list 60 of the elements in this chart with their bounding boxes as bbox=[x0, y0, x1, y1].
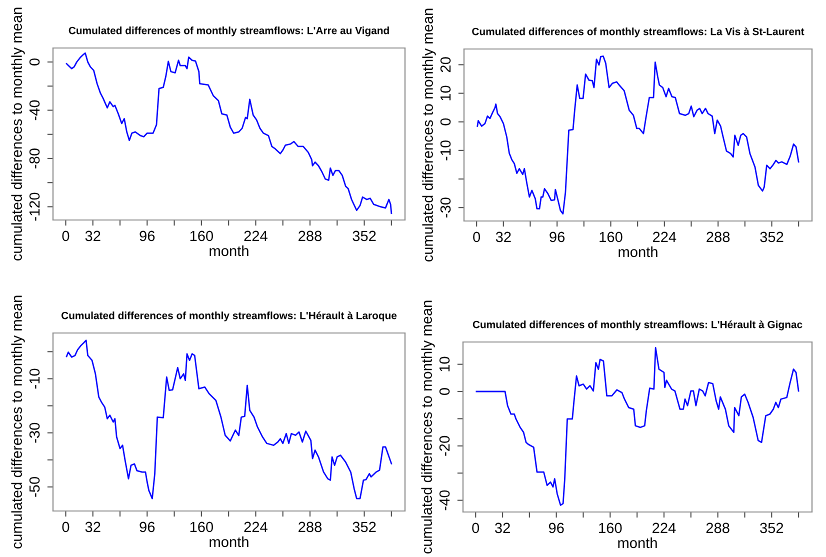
x-tick-label: 32 bbox=[496, 232, 511, 242]
x-tick-label: 352 bbox=[352, 230, 376, 242]
y-tick-label: -20 bbox=[439, 436, 450, 456]
x-tick-label: 224 bbox=[652, 522, 676, 533]
y-axis-title: cumulated differences to monthly mean bbox=[11, 296, 25, 549]
x-tick-label: 224 bbox=[652, 232, 676, 242]
chart-title: Cumulated differences of monthly streamflows: L'Hérault à Laroque bbox=[62, 311, 397, 322]
x-tick-label: 352 bbox=[352, 522, 376, 532]
x-tick-label: 352 bbox=[760, 522, 784, 534]
y-tick-label: -120 bbox=[29, 192, 40, 221]
line-series bbox=[476, 55, 800, 215]
x-tick-label: 96 bbox=[548, 522, 564, 534]
line-series bbox=[66, 52, 392, 214]
x-tick-label: 160 bbox=[190, 230, 214, 242]
x-tick-label: 96 bbox=[140, 522, 155, 532]
y-tick-label: 0 bbox=[439, 388, 450, 395]
x-tick-label: 0 bbox=[472, 522, 480, 534]
x-tick-label: 224 bbox=[244, 522, 268, 532]
y-tick-label: 10 bbox=[439, 356, 450, 372]
y-tick-label: -40 bbox=[29, 100, 40, 120]
y-tick-label: 10 bbox=[440, 86, 451, 100]
x-tick-label: 32 bbox=[85, 522, 100, 532]
x-tick-label: 160 bbox=[599, 522, 622, 534]
line-series bbox=[476, 347, 800, 506]
x-tick-label: 0 bbox=[62, 230, 70, 242]
y-tick-label: -40 bbox=[439, 490, 450, 510]
x-axis-title: month bbox=[210, 536, 248, 548]
x-tick-label: 288 bbox=[298, 230, 322, 242]
x-tick-label: 288 bbox=[706, 522, 730, 534]
y-tick-label: -10 bbox=[29, 368, 40, 389]
y-axis-title: cumulated differences to monthly mean bbox=[421, 300, 435, 554]
x-tick-label: 224 bbox=[244, 230, 268, 241]
x-axis-title: month bbox=[210, 245, 248, 256]
y-tick-label: 20 bbox=[440, 57, 451, 72]
x-tick-label: 160 bbox=[190, 522, 214, 532]
chart-title: Cumulated differences of monthly streamflows: L'Hérault à Gignac bbox=[472, 320, 802, 330]
y-axis-title: cumulated differences to monthly mean bbox=[11, 8, 25, 261]
x-tick-label: 288 bbox=[298, 522, 322, 532]
x-tick-label: 0 bbox=[473, 232, 480, 242]
y-tick-label: -30 bbox=[440, 198, 451, 218]
x-tick-label: 32 bbox=[494, 522, 510, 534]
x-axis-title: month bbox=[618, 246, 658, 258]
x-tick-label: 288 bbox=[706, 232, 730, 242]
x-axis-title: month bbox=[618, 537, 657, 548]
chart-title: Cumulated differences of monthly streamflows: La Vis à St-Laurent bbox=[472, 27, 804, 38]
x-tick-label: 160 bbox=[600, 232, 622, 242]
y-tick-label: -30 bbox=[29, 422, 40, 443]
y-tick-label: -50 bbox=[29, 476, 40, 497]
x-tick-label: 0 bbox=[62, 522, 70, 532]
y-tick-label: 0 bbox=[29, 58, 40, 66]
chart-title: Cumulated differences of monthly streamflows: L'Arre au Vigand bbox=[68, 26, 389, 36]
y-tick-label: -80 bbox=[29, 148, 40, 168]
line-series bbox=[66, 340, 392, 500]
x-tick-label: 96 bbox=[550, 232, 565, 242]
y-tick-label: -10 bbox=[440, 140, 451, 160]
x-tick-label: 96 bbox=[140, 230, 155, 242]
x-tick-label: 32 bbox=[85, 230, 100, 242]
x-tick-label: 352 bbox=[760, 232, 784, 242]
y-axis-title: cumulated differences to monthly mean bbox=[422, 8, 436, 262]
y-tick-label: 0 bbox=[440, 118, 451, 126]
